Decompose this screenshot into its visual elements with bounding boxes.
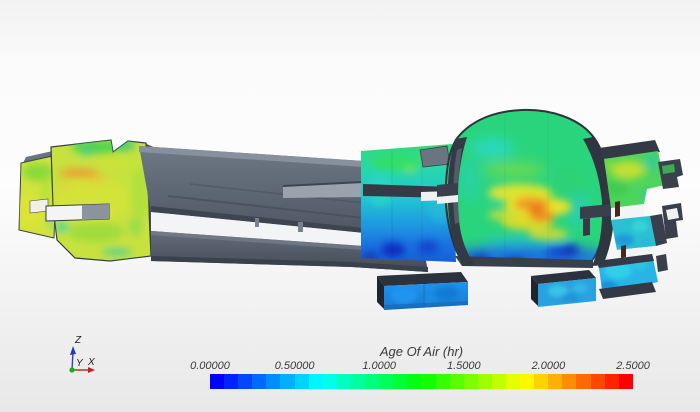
z-axis-arrowhead <box>70 346 76 355</box>
colorbar-segment <box>238 374 253 389</box>
colorbar-segment <box>224 374 239 389</box>
colorbar-segment <box>562 374 577 389</box>
colorbar-segment <box>449 374 464 389</box>
colorbar-segment <box>477 374 492 389</box>
colorbar-segment <box>280 374 295 389</box>
z-axis-label: Z <box>74 335 82 346</box>
colorbar-segment <box>350 374 366 389</box>
floor-slabs <box>139 146 428 272</box>
x-axis-arrowhead <box>88 367 95 373</box>
dome-rib-left <box>437 137 475 266</box>
z-axis <box>71 351 74 371</box>
colorbar-segment <box>421 374 436 389</box>
supply-box-right <box>531 270 596 307</box>
colorbar-segment <box>505 374 521 389</box>
orientation-axes: Z Y X <box>69 335 95 373</box>
colorbar-segment <box>491 374 506 389</box>
colorbar-segment <box>365 374 380 389</box>
colorbar-tick-label: 0.50000 <box>274 360 315 372</box>
dome-floor-edge <box>455 256 593 268</box>
colorbar-segment <box>294 374 309 389</box>
scalar-bar-title: Age Of Air (hr) <box>379 344 464 359</box>
colorbar-segment <box>463 374 478 389</box>
colorbar-segment <box>379 374 394 389</box>
colorbar-tick-label: 1.0000 <box>362 360 397 372</box>
colorbar-tick-label: 0.00000 <box>190 360 230 372</box>
scalar-bar-tick-labels: 0.00000 0.50000 1.0000 1.5000 2.0000 2.5000 <box>190 360 650 373</box>
colorbar-segment <box>252 374 267 389</box>
colorbar-segment <box>308 374 323 389</box>
x-axis-label: X <box>87 357 95 368</box>
colorbar-segment <box>618 374 633 389</box>
colorbar-tick-label: 2.5000 <box>616 360 650 372</box>
dome-contour <box>444 108 608 268</box>
colorbar-segment <box>393 374 408 389</box>
supply-box-left <box>377 272 468 310</box>
colorbar-tick-label: 2.0000 <box>531 360 566 372</box>
colorbar-segment <box>590 374 605 389</box>
colorbar-segment <box>534 374 549 389</box>
colorbar-segment <box>210 374 225 389</box>
lower-hall-contour <box>361 144 456 262</box>
colorbar-segment <box>548 374 563 389</box>
scalar-bar-colors <box>210 374 633 389</box>
y-axis-origin <box>69 367 75 373</box>
scalar-bar-widget[interactable]: Age Of Air (hr) 0.00000 0.50000 1.0000 1.50… <box>190 344 650 389</box>
colorbar-segment <box>322 374 337 389</box>
colorbar-segment <box>435 374 450 389</box>
colorbar-segment <box>604 374 619 389</box>
colorbar-segment <box>336 374 351 389</box>
y-axis-label: Y <box>76 358 84 369</box>
colorbar-segment <box>576 374 591 389</box>
colorbar-segment <box>407 374 422 389</box>
colorbar-segment <box>266 374 281 389</box>
colorbar-segment <box>520 374 535 389</box>
colorbar-tick-label: 1.5000 <box>446 360 481 372</box>
